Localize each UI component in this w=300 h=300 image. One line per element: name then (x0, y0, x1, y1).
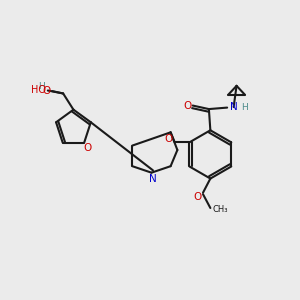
Text: N: N (149, 174, 157, 184)
Text: O: O (184, 100, 192, 110)
Text: H: H (241, 103, 247, 112)
Text: O: O (42, 86, 50, 96)
Text: N: N (230, 102, 238, 112)
Text: CH₃: CH₃ (212, 205, 228, 214)
Text: H: H (38, 82, 45, 91)
Text: O: O (165, 134, 173, 144)
Text: HO: HO (32, 85, 46, 95)
Text: O: O (193, 192, 201, 202)
Text: O: O (84, 143, 92, 153)
